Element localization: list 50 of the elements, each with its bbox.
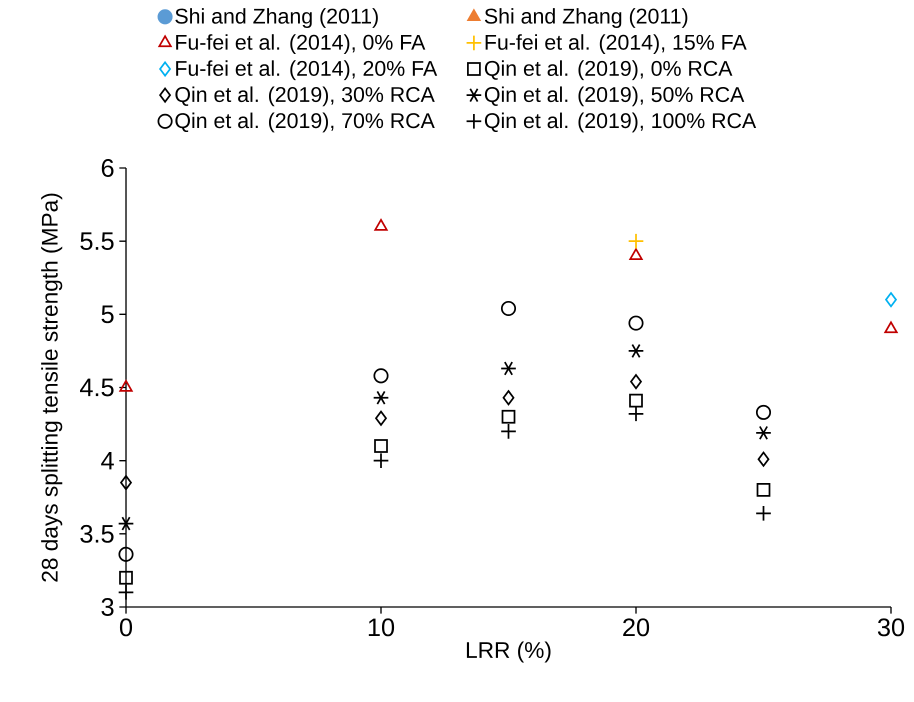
point xyxy=(628,344,644,358)
y-tick-label: 4.5 xyxy=(80,378,114,396)
x-tick-label: 10 xyxy=(368,618,394,636)
x-tick-label: 0 xyxy=(120,618,132,636)
point xyxy=(628,232,644,250)
y-tick-label: 5.5 xyxy=(80,232,114,250)
legend-label: Qin et al. (2019), 30% RCA xyxy=(175,86,435,106)
point xyxy=(500,423,517,440)
point xyxy=(500,300,516,316)
point xyxy=(373,368,389,384)
point xyxy=(758,452,770,467)
point xyxy=(628,316,644,331)
legend-label: Fu-fei et al. (2014), 0% FA xyxy=(176,34,426,54)
legend-label: Qin et al. (2019), 100% RCA xyxy=(484,112,756,132)
point xyxy=(120,475,132,490)
x-axis-title: LRR (%) xyxy=(466,641,551,663)
point xyxy=(755,426,772,440)
point xyxy=(372,452,390,469)
legend-label: Shi and Zhang (2011) xyxy=(175,8,378,28)
point xyxy=(119,570,133,585)
point xyxy=(375,410,387,426)
x-tick-label: 30 xyxy=(878,618,904,636)
legend-label: Qin et al. (2019), 70% RCA xyxy=(175,112,435,132)
y-tick-label: 3.5 xyxy=(80,524,114,543)
x-tick-label: 20 xyxy=(623,618,650,636)
point xyxy=(374,439,388,453)
point xyxy=(885,292,897,308)
y-axis-title: 28 days splitting tensile strength (MPa) xyxy=(41,194,62,582)
legend-label: Shi and Zhang (2011) xyxy=(484,8,688,28)
legend-label: Fu-fei et al. (2014), 20% FA xyxy=(176,60,438,80)
point xyxy=(630,374,642,390)
legend-label: Qin et al. (2019), 50% RCA xyxy=(484,86,744,106)
point xyxy=(118,516,134,531)
y-tick-label: 4 xyxy=(101,452,114,470)
point xyxy=(502,390,514,406)
y-tick-label: 6 xyxy=(102,159,114,177)
point xyxy=(629,394,643,408)
point xyxy=(118,584,134,601)
point xyxy=(628,406,644,422)
legend-label: Qin et al. (2019), 0% RCA xyxy=(484,60,732,80)
y-tick-label: 3 xyxy=(102,598,114,616)
point xyxy=(118,546,134,562)
point xyxy=(502,410,516,424)
y-tick-label: 5 xyxy=(102,305,114,324)
point xyxy=(372,390,390,405)
point xyxy=(500,361,517,376)
point xyxy=(755,505,772,522)
point xyxy=(756,404,772,420)
legend-label: Fu-fei et al. (2014), 15% FA xyxy=(486,34,747,54)
point xyxy=(756,483,770,497)
